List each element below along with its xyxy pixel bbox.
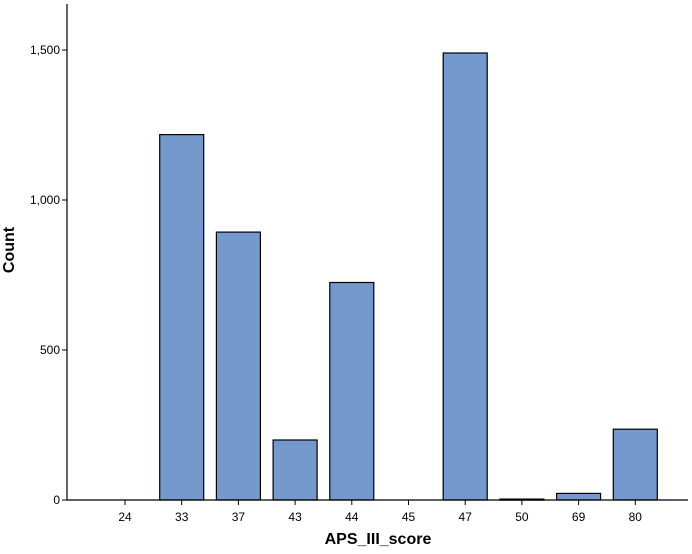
x-tick-label: 37 (232, 510, 246, 524)
y-tick-label: 1,500 (30, 43, 60, 57)
x-tick-label: 24 (118, 510, 132, 524)
y-tick-label: 0 (53, 493, 60, 507)
x-tick-label: 43 (288, 510, 302, 524)
y-axis-title: Count (1, 226, 18, 273)
x-tick-label: 47 (459, 510, 473, 524)
bar-47 (442, 52, 488, 501)
x-tick-label: 44 (345, 510, 359, 524)
y-tick-label: 1,000 (30, 193, 60, 207)
bars-group (159, 52, 658, 501)
x-axis-title: APS_III_score (325, 531, 432, 548)
axes-group (62, 4, 688, 505)
bar-80 (612, 428, 658, 501)
x-tick-label: 33 (175, 510, 189, 524)
x-tick-label: 80 (629, 510, 643, 524)
x-tick-label: 50 (515, 510, 529, 524)
x-tick-label: 69 (572, 510, 586, 524)
bar-33 (159, 134, 205, 501)
bar-44 (329, 281, 375, 501)
x-tick-label: 45 (402, 510, 416, 524)
y-tick-label: 500 (40, 343, 60, 357)
bar-37 (215, 231, 261, 501)
bar-43 (272, 439, 318, 501)
bar-69 (555, 492, 602, 501)
labels-group: 24 33 37 43 44 45 47 50 69 80 0 500 1,000 1,500 (30, 43, 642, 524)
